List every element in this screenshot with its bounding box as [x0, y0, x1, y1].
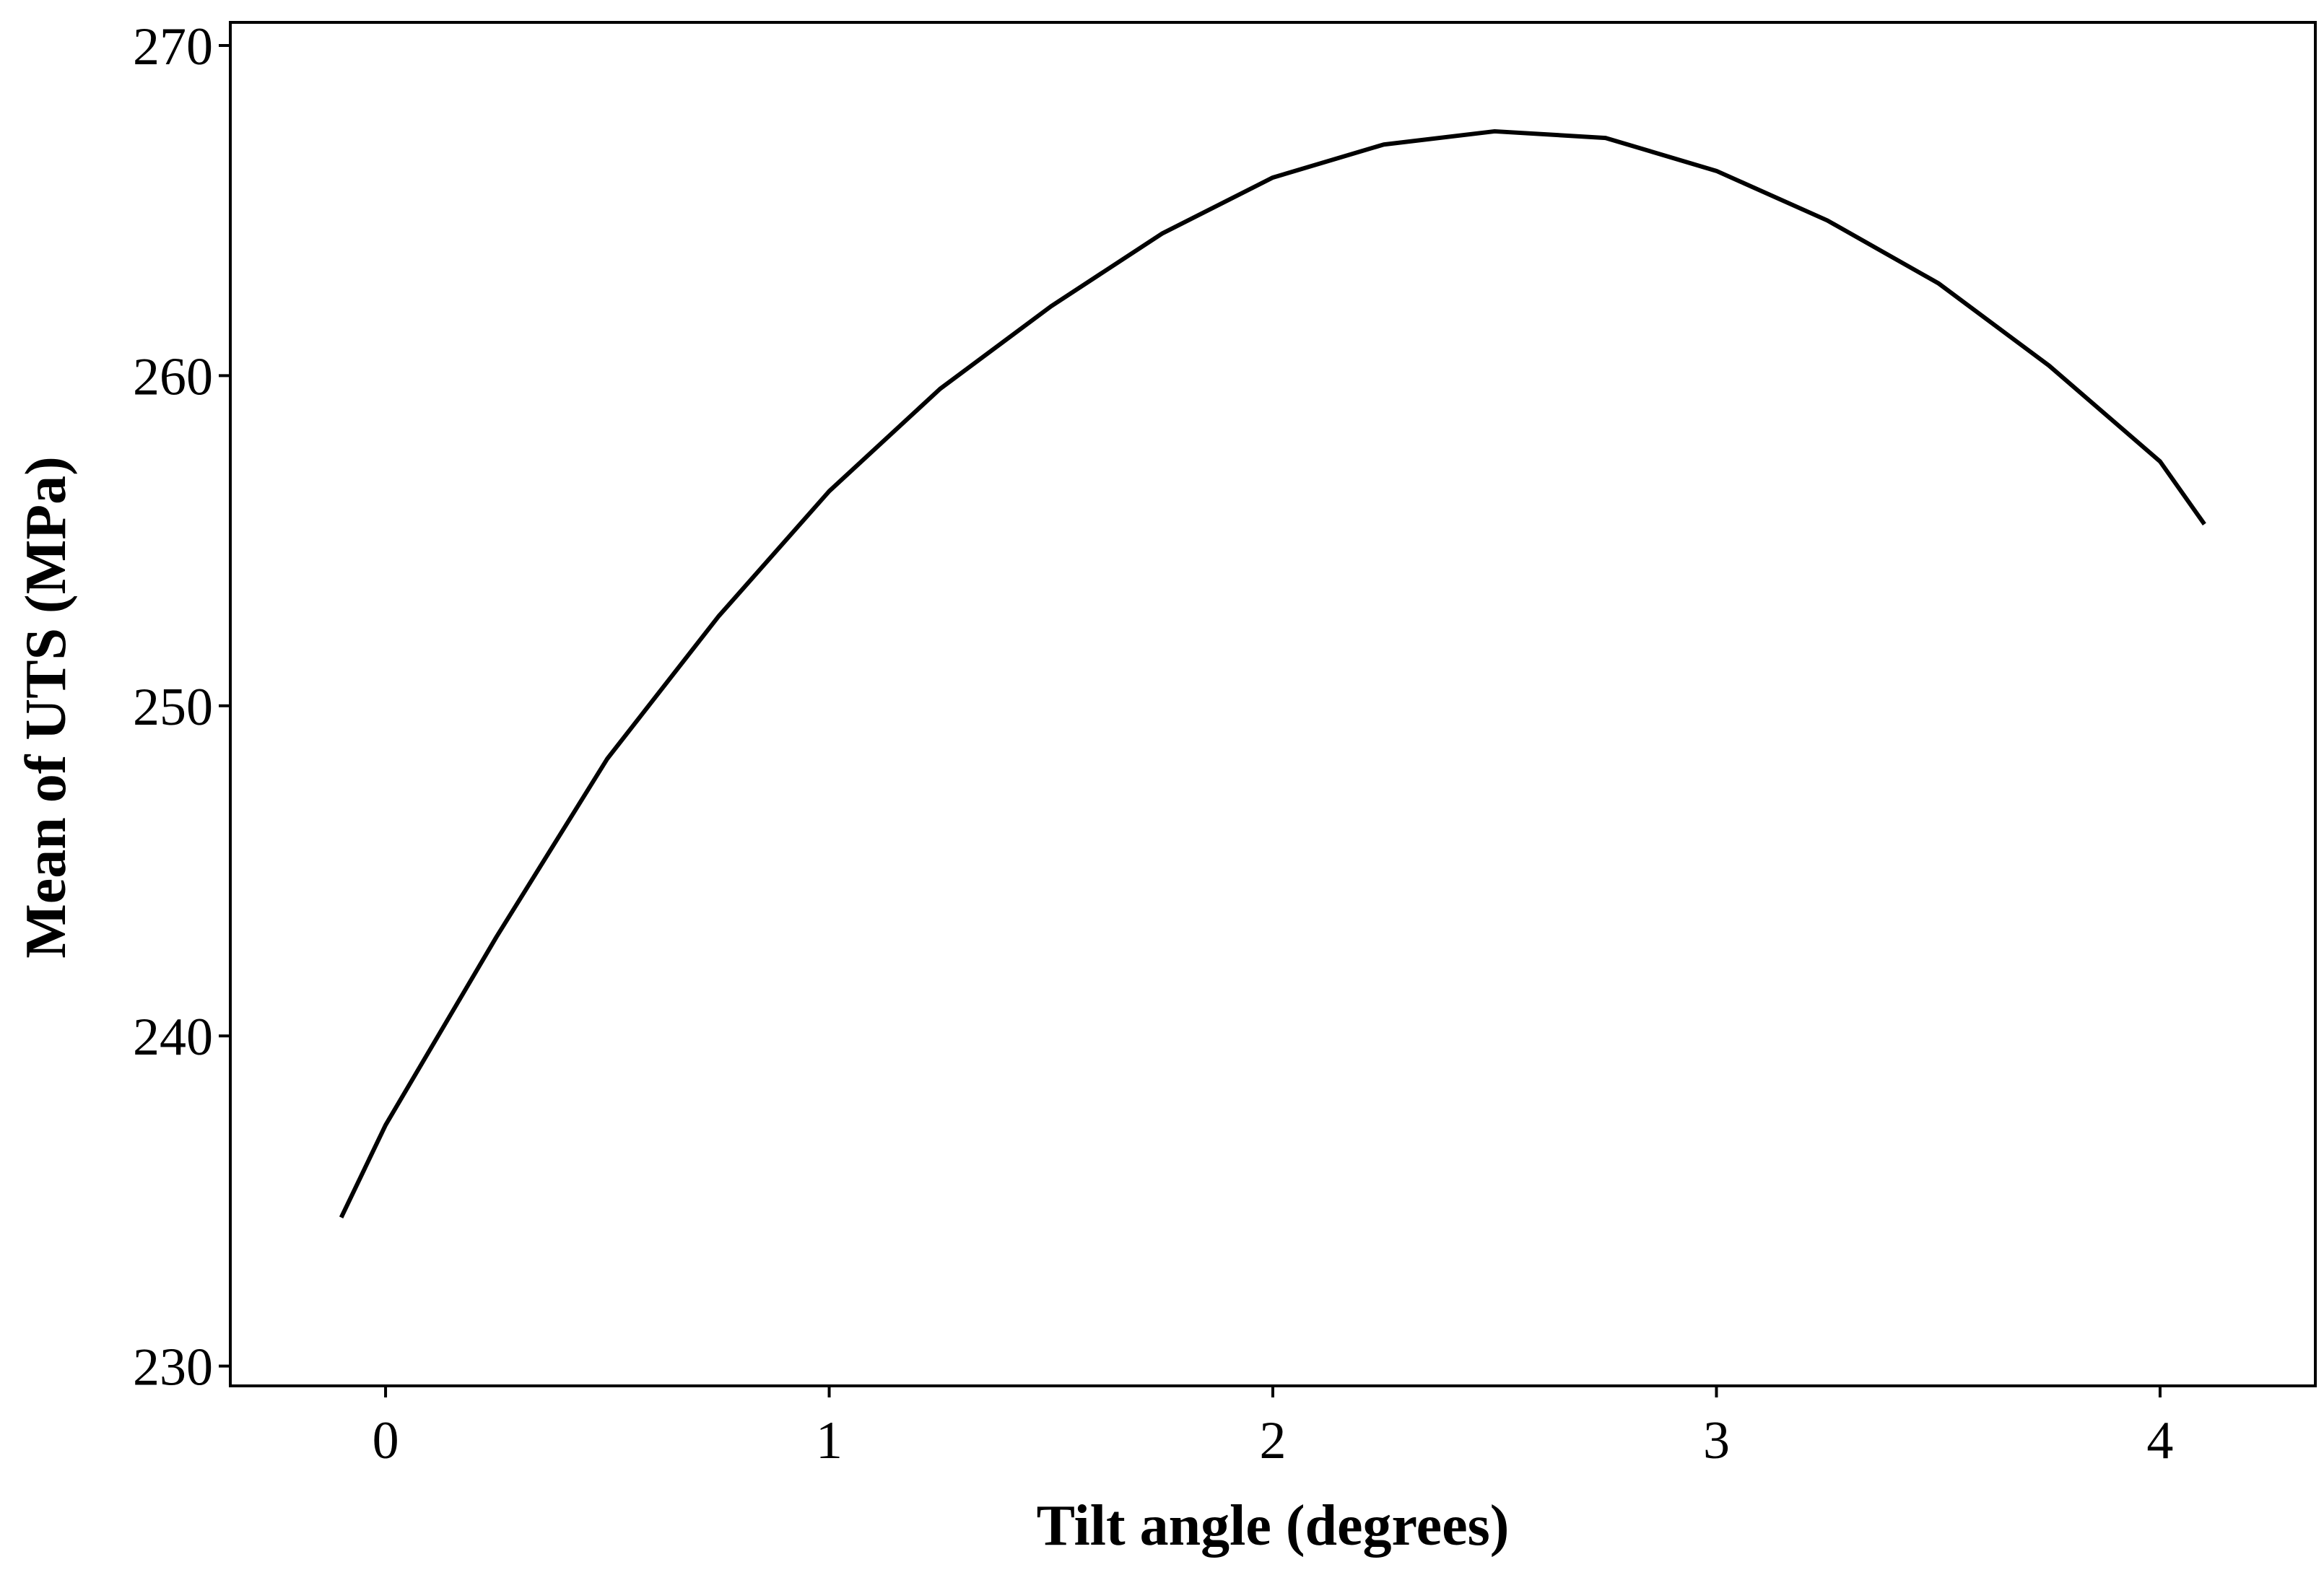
y-axis-title: Mean of UTS (MPa) [14, 456, 78, 958]
x-tick-label: 3 [1703, 1411, 1730, 1470]
y-tick-label: 250 [133, 678, 213, 737]
x-tick-label: 4 [2146, 1411, 2173, 1470]
y-tick-label: 230 [133, 1338, 213, 1397]
x-axis-title: Tilt angle (degrees) [1037, 1494, 1510, 1558]
x-tick-label: 1 [816, 1411, 843, 1470]
x-tick-label: 0 [373, 1411, 399, 1470]
y-tick-label: 240 [133, 1008, 213, 1067]
x-tick-label: 2 [1260, 1411, 1287, 1470]
y-tick-label: 270 [133, 17, 213, 77]
y-tick-label: 260 [133, 347, 213, 406]
data-line [339, 128, 2206, 1219]
